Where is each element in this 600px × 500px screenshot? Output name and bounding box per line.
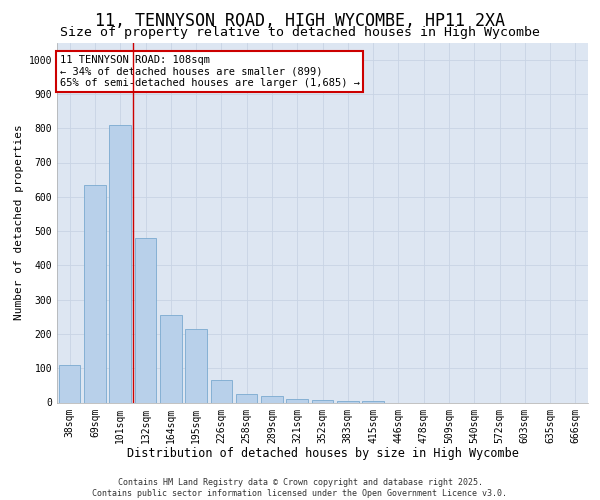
Bar: [109, 125, 131, 402]
Bar: [362, 401, 384, 402]
Text: Size of property relative to detached houses in High Wycombe: Size of property relative to detached ho…: [60, 26, 540, 39]
Bar: [286, 399, 308, 402]
Bar: [135, 238, 156, 402]
Text: Contains HM Land Registry data © Crown copyright and database right 2025.
Contai: Contains HM Land Registry data © Crown c…: [92, 478, 508, 498]
Bar: [261, 396, 283, 402]
Text: 11 TENNYSON ROAD: 108sqm
← 34% of detached houses are smaller (899)
65% of semi-: 11 TENNYSON ROAD: 108sqm ← 34% of detach…: [59, 55, 359, 88]
Bar: [160, 315, 182, 402]
Bar: [211, 380, 232, 402]
Bar: [84, 185, 106, 402]
X-axis label: Distribution of detached houses by size in High Wycombe: Distribution of detached houses by size …: [127, 447, 518, 460]
Bar: [59, 365, 80, 403]
Text: 11, TENNYSON ROAD, HIGH WYCOMBE, HP11 2XA: 11, TENNYSON ROAD, HIGH WYCOMBE, HP11 2X…: [95, 12, 505, 30]
Bar: [337, 401, 359, 402]
Bar: [185, 329, 207, 402]
Bar: [236, 394, 257, 402]
Y-axis label: Number of detached properties: Number of detached properties: [14, 124, 25, 320]
Bar: [312, 400, 333, 402]
